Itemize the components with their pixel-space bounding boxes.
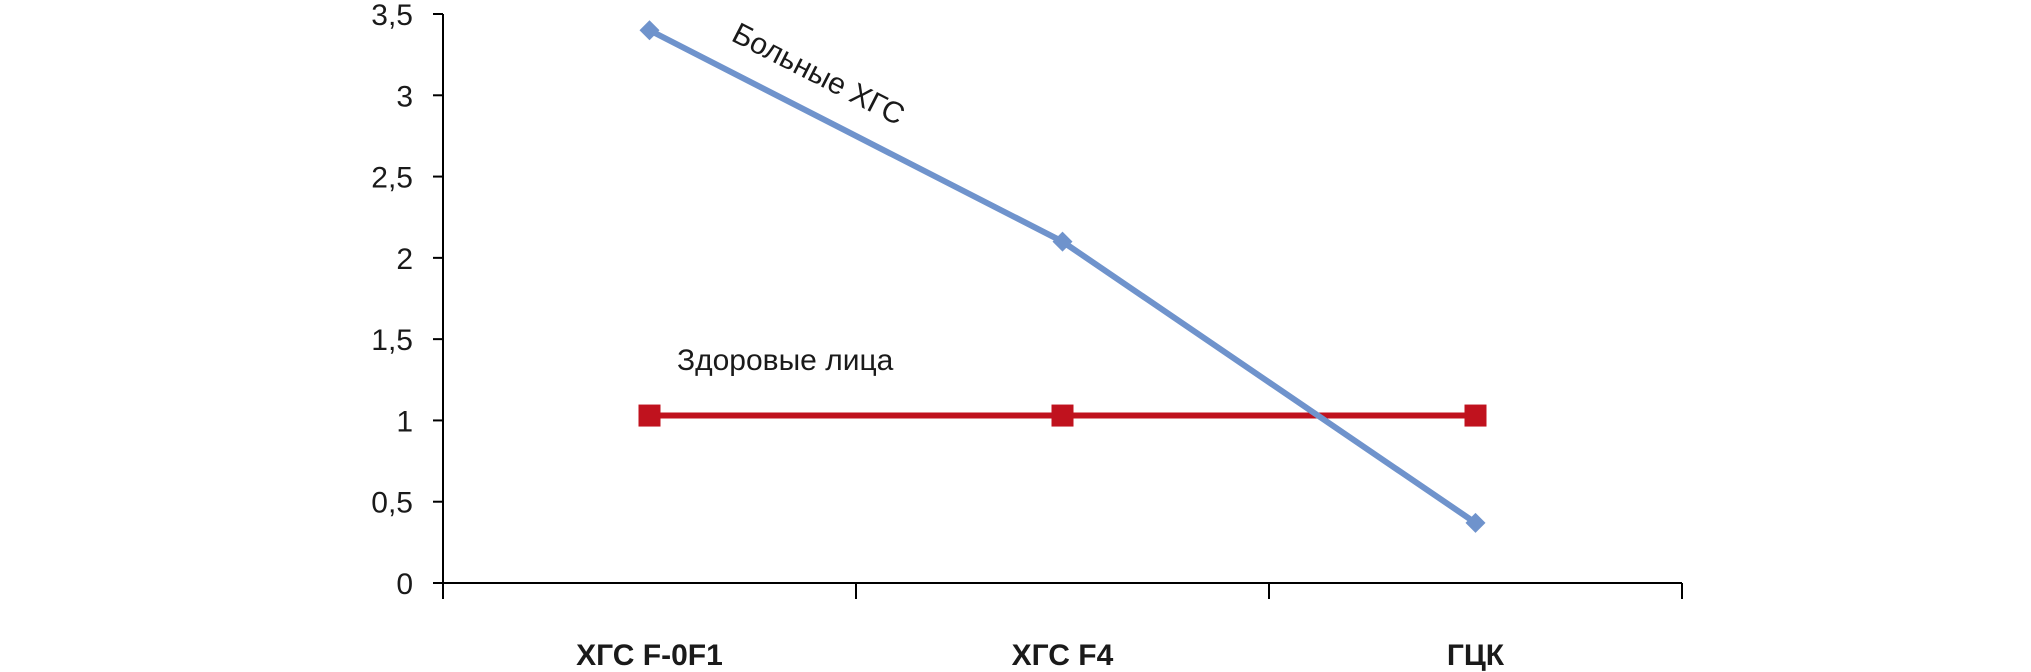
series-lines (638, 20, 1487, 533)
x-category-label: ХГС F-0F1 (576, 639, 723, 672)
axes (433, 13, 1683, 599)
y-tick-label: 1 (396, 405, 413, 438)
data-point-marker (638, 404, 661, 427)
x-category-label: ХГС F4 (1012, 639, 1114, 672)
y-tick-label: 3,5 (371, 0, 413, 32)
series-line-1 (648, 27, 1478, 526)
y-tick-label: 3 (396, 80, 413, 113)
y-tick-label: 2 (396, 243, 413, 276)
y-tick-label: 1,5 (371, 324, 413, 357)
data-point-marker (1051, 404, 1074, 427)
data-point-marker (1052, 231, 1073, 252)
y-tick-label: 0 (396, 568, 413, 601)
x-category-label: ГЦК (1447, 639, 1505, 672)
y-tick-label: 0,5 (371, 487, 413, 520)
data-point-marker (639, 20, 660, 41)
y-tick-label: 2,5 (371, 162, 413, 195)
data-point-marker (1464, 404, 1487, 427)
data-point-marker (1465, 512, 1486, 533)
series-label-healthy: Здоровые лица (677, 344, 894, 377)
